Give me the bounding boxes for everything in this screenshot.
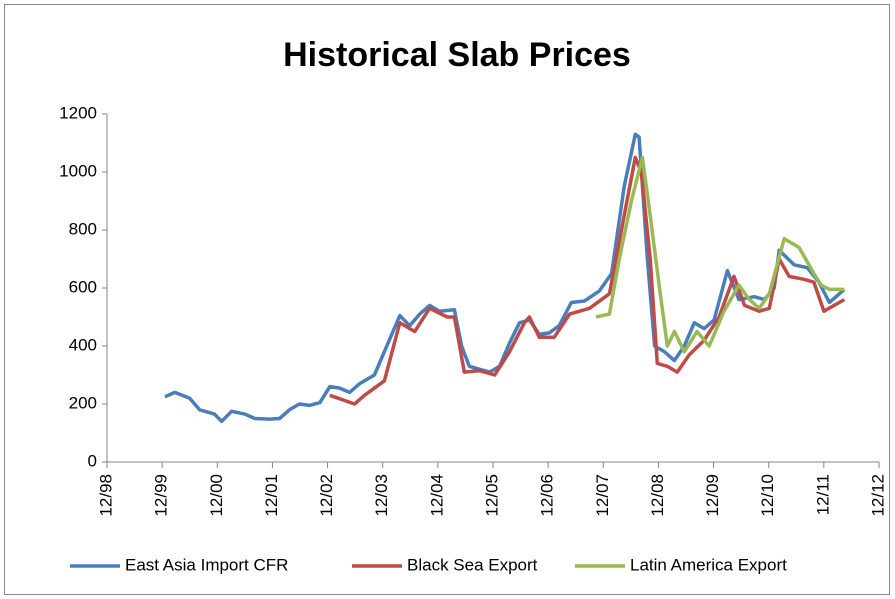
y-tick-label: 1200 <box>59 103 97 122</box>
x-tick-label: 12/10 <box>758 474 777 517</box>
y-tick-label: 800 <box>69 219 97 238</box>
series-line <box>329 155 846 406</box>
legend-label: East Asia Import CFR <box>125 555 288 574</box>
series-line <box>595 155 845 354</box>
chart-border <box>4 4 890 595</box>
x-tick-label: 12/03 <box>372 474 391 517</box>
chart-title: Historical Slab Prices <box>283 36 631 74</box>
legend-label: Latin America Export <box>630 555 787 574</box>
series-line <box>164 132 846 424</box>
x-tick-label: 12/99 <box>152 474 171 517</box>
x-tick-label: 12/06 <box>538 474 557 517</box>
x-tick-label: 12/11 <box>813 474 832 515</box>
x-tick-label: 12/08 <box>648 474 667 517</box>
y-tick-label: 200 <box>69 393 97 412</box>
x-tick-label: 12/02 <box>317 474 336 517</box>
x-tick-label: 12/00 <box>207 474 226 517</box>
x-tick-label: 12/05 <box>482 474 501 517</box>
x-tick-label: 12/01 <box>262 474 281 517</box>
x-tick-label: 12/09 <box>703 474 722 517</box>
x-tick-label: 12/98 <box>96 474 115 517</box>
y-tick-label: 0 <box>88 451 97 470</box>
y-tick-label: 600 <box>69 277 97 296</box>
x-tick-label: 12/07 <box>593 474 612 517</box>
x-tick-label: 12/12 <box>868 474 887 517</box>
x-tick-label: 12/04 <box>427 474 446 517</box>
y-tick-label: 400 <box>69 335 97 354</box>
y-tick-label: 1000 <box>59 161 97 180</box>
legend-label: Black Sea Export <box>407 555 538 574</box>
